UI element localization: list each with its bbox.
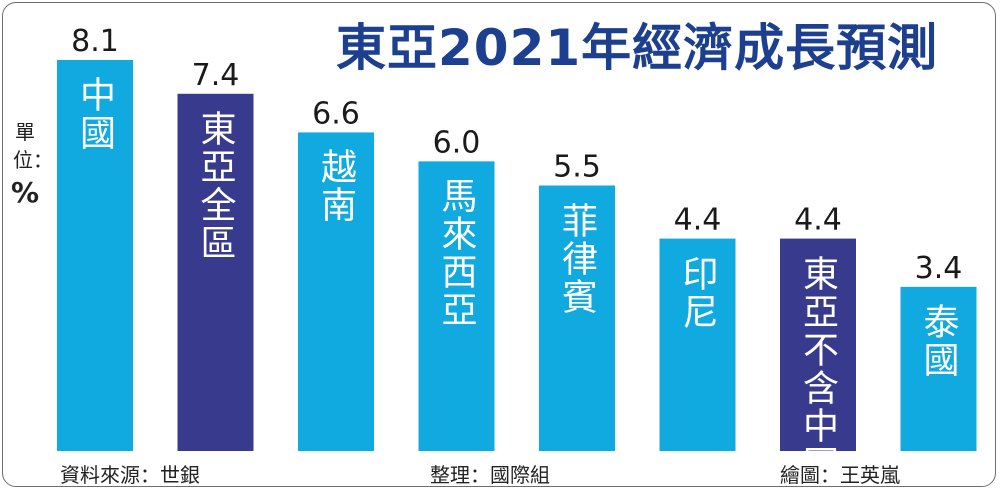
category-label-5: 印尼 — [676, 254, 718, 331]
value-label-5: 4.4 — [674, 203, 722, 238]
category-label-0: 中國 — [74, 76, 115, 152]
value-label-2: 6.6 — [312, 96, 360, 131]
unit-symbol: % — [10, 176, 40, 209]
artist-credit: 繪圖：王英嵐 — [780, 463, 900, 487]
bar-6 — [780, 238, 856, 451]
bar-5 — [659, 238, 736, 451]
bar-4 — [539, 185, 615, 452]
category-label-7: 泰國 — [917, 302, 959, 379]
footer-credits: 資料來源：世銀 整理：國際組 繪圖：王英嵐 — [0, 455, 1000, 487]
value-label-6: 4.4 — [794, 203, 842, 238]
category-label-1: 東亞全區 — [194, 109, 236, 262]
category-label-3: 馬來西亞 — [435, 177, 477, 330]
bar-7 — [900, 286, 977, 451]
source-credit: 資料來源：世銀 — [60, 463, 200, 487]
category-label-2: 越南 — [315, 148, 356, 225]
category-label-4: 菲律賓 — [556, 201, 597, 316]
bar-2 — [298, 132, 374, 451]
bar-0 — [57, 60, 133, 451]
value-label-0: 8.1 — [71, 24, 119, 59]
bar-3 — [418, 161, 495, 452]
bar-1 — [177, 93, 254, 451]
category-label-6: 東亞不含中國 — [797, 254, 838, 483]
value-label-4: 5.5 — [553, 150, 601, 185]
value-label-3: 6.0 — [433, 125, 481, 160]
chart-title: 東亞2021年經濟成長預測 — [336, 19, 939, 77]
value-label-1: 7.4 — [192, 58, 240, 93]
value-label-7: 3.4 — [915, 251, 963, 286]
editor-credit: 整理：國際組 — [430, 463, 550, 487]
